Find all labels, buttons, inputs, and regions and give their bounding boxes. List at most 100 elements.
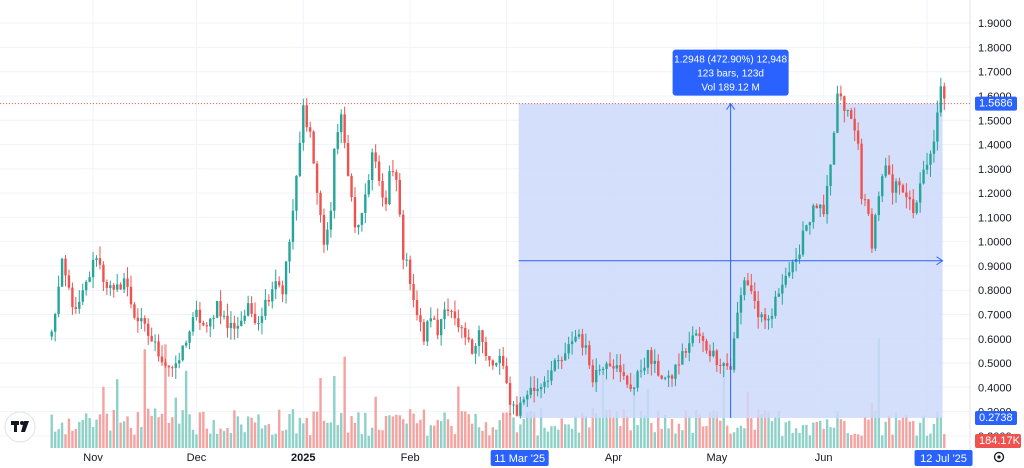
volume-bar	[812, 422, 815, 448]
volume-bar	[326, 422, 329, 448]
candle-body	[894, 181, 898, 193]
candle-body	[95, 258, 98, 261]
volume-bar	[519, 424, 522, 448]
candle-body	[250, 303, 253, 314]
volume-bar	[522, 418, 526, 448]
volume-bar	[367, 435, 370, 448]
candle-body	[943, 86, 946, 99]
candle-body	[798, 254, 801, 259]
candle-body	[71, 287, 74, 308]
volume-bar	[140, 426, 143, 448]
volume-bar	[746, 391, 750, 448]
candle-body	[457, 318, 460, 328]
volume-bar	[698, 414, 701, 448]
range-low-tag	[975, 410, 1017, 425]
measure-arrows	[518, 102, 944, 418]
volume-bar	[350, 416, 353, 448]
volume-bar	[257, 414, 260, 448]
volume-bar	[102, 386, 105, 448]
volume-bar	[736, 427, 739, 448]
candle-body	[839, 93, 843, 97]
volume-bar	[229, 433, 233, 448]
candle-body	[725, 363, 729, 366]
candle-body	[195, 309, 198, 318]
candle-body	[147, 323, 150, 336]
volume-bar	[639, 410, 643, 448]
volume-bar	[115, 379, 119, 448]
x-tick-label: Dec	[187, 452, 207, 464]
candle-body	[153, 341, 157, 343]
volume-bar	[412, 413, 415, 448]
volume-bar	[288, 414, 291, 448]
candle-body	[746, 280, 750, 286]
candle-body	[391, 171, 395, 173]
candle-body	[677, 364, 681, 366]
volume-bar	[181, 410, 184, 448]
candle-body	[60, 258, 64, 287]
candle-body	[405, 259, 408, 261]
candle-body	[591, 365, 594, 383]
candle-body	[619, 365, 622, 373]
candle-body	[488, 356, 491, 361]
volume-bar	[794, 428, 798, 448]
candle-body	[791, 261, 794, 273]
volume-bar	[853, 433, 856, 448]
volume-bar	[670, 419, 674, 448]
candle-body	[667, 375, 670, 378]
candle-body	[577, 334, 581, 337]
y-tick-label: 0.6000	[978, 334, 1012, 346]
candle-body	[181, 345, 184, 361]
candle-body	[470, 339, 474, 354]
price-axis[interactable]: 1.90001.80001.70001.60001.50001.40001.30…	[978, 18, 1012, 443]
candle-body	[784, 275, 787, 285]
volume-bar	[739, 425, 743, 448]
volume-bar	[925, 435, 929, 448]
volume-bar	[850, 435, 853, 448]
x-tick-label: Jun	[815, 452, 833, 464]
candle-body	[115, 284, 119, 290]
volume-bar	[512, 417, 515, 448]
candle-body	[74, 307, 78, 309]
logo-mark-wedge	[21, 421, 29, 432]
candle-body	[298, 142, 302, 176]
candle-body	[126, 278, 129, 287]
volume-bar	[98, 414, 102, 448]
volume-bar	[422, 409, 426, 448]
candle-body	[236, 325, 240, 329]
gear-icon[interactable]	[993, 451, 1005, 463]
candle-body	[663, 377, 667, 379]
candle-body	[912, 199, 915, 214]
candle-body	[178, 360, 181, 364]
volume-bar	[846, 433, 849, 448]
volume-bar	[929, 433, 932, 448]
candle-body	[684, 351, 688, 353]
volume-bar	[605, 410, 608, 448]
candle-body	[698, 333, 701, 336]
tradingview-logo[interactable]	[4, 411, 36, 443]
logo-mark-stem	[14, 421, 17, 432]
volume-bar	[750, 418, 753, 448]
candle-body	[202, 322, 205, 326]
candle-body	[439, 319, 443, 336]
volume-bar	[543, 427, 546, 448]
candle-body	[598, 369, 601, 371]
volume-bar	[743, 428, 746, 448]
candle-body	[91, 260, 95, 278]
volume-bar	[467, 414, 470, 448]
candle-body	[605, 363, 608, 369]
volume-bar	[781, 435, 784, 448]
measure-tooltip: 1.2948 (472.90%) 12,948 123 bars, 123d V…	[672, 49, 789, 96]
volume-bar	[343, 356, 346, 448]
volume-bar	[481, 430, 484, 448]
x-tick-label: 2025	[291, 452, 315, 464]
candle-body	[808, 222, 812, 226]
volume-bar	[708, 412, 712, 448]
volume-bar	[550, 426, 553, 448]
candle-body	[853, 118, 856, 131]
volume-bar	[364, 412, 367, 448]
candle-body	[264, 299, 267, 317]
candle-body	[81, 290, 84, 302]
volume-bar	[157, 417, 160, 448]
candle-body	[753, 291, 756, 302]
